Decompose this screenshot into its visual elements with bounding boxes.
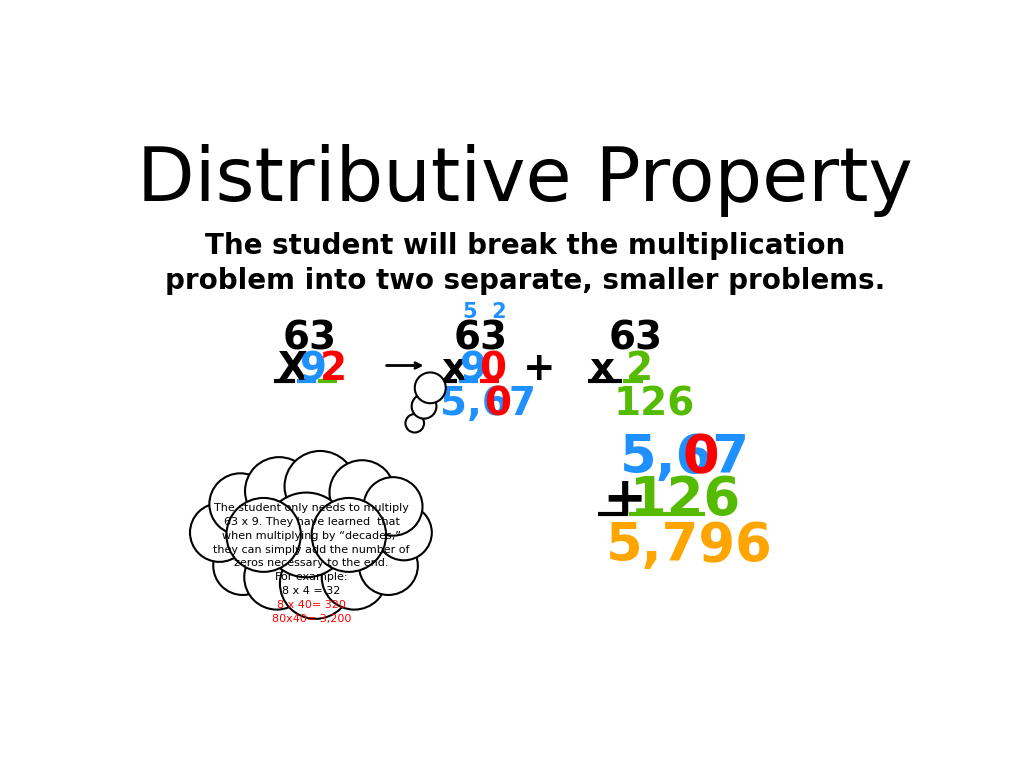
Text: 5,67: 5,67: [440, 385, 537, 423]
Circle shape: [226, 498, 301, 572]
Text: 2: 2: [626, 350, 652, 389]
Text: 126: 126: [614, 385, 695, 423]
Circle shape: [209, 473, 271, 535]
Circle shape: [376, 505, 432, 561]
Text: problem into two separate, smaller problems.: problem into two separate, smaller probl…: [165, 266, 885, 295]
Text: 9: 9: [300, 350, 327, 389]
Text: For example:: For example:: [275, 572, 348, 582]
Text: 0: 0: [479, 350, 506, 389]
Circle shape: [213, 537, 272, 595]
Text: they can simply add the number of: they can simply add the number of: [213, 545, 410, 554]
Text: zeros necessary to the end.: zeros necessary to the end.: [234, 558, 389, 568]
Text: +: +: [602, 475, 646, 526]
Text: 63: 63: [454, 319, 508, 358]
Text: The student only needs to multiply: The student only needs to multiply: [214, 503, 410, 513]
Text: X: X: [276, 350, 307, 389]
Text: 5,796: 5,796: [606, 521, 773, 572]
Text: +: +: [522, 350, 555, 389]
Text: 8 x 40= 320: 8 x 40= 320: [278, 600, 346, 610]
Circle shape: [364, 477, 423, 536]
Text: 63 x 9. They have learned  that: 63 x 9. They have learned that: [223, 517, 399, 527]
Circle shape: [311, 498, 386, 572]
Circle shape: [190, 503, 249, 562]
Text: when multiplying by “decades,”: when multiplying by “decades,”: [222, 531, 401, 541]
Circle shape: [415, 372, 445, 403]
Text: 63: 63: [283, 319, 337, 358]
Text: x: x: [442, 350, 467, 389]
Circle shape: [285, 451, 356, 521]
Text: 0: 0: [484, 385, 512, 423]
Text: 0: 0: [683, 432, 720, 484]
Text: 5  2: 5 2: [463, 302, 506, 322]
Circle shape: [245, 457, 313, 525]
Circle shape: [359, 537, 418, 595]
Text: 8 x 4 = 32: 8 x 4 = 32: [283, 586, 341, 596]
Text: 2: 2: [319, 350, 346, 389]
Text: 9: 9: [460, 350, 486, 389]
Text: 63: 63: [608, 319, 663, 358]
Text: 80x40= 3,200: 80x40= 3,200: [272, 614, 351, 624]
Text: 126: 126: [630, 475, 740, 526]
Text: Distributive Property: Distributive Property: [137, 144, 912, 217]
Circle shape: [245, 545, 309, 610]
Text: x: x: [590, 350, 615, 389]
Circle shape: [322, 545, 387, 610]
Circle shape: [406, 414, 424, 432]
Circle shape: [330, 460, 394, 525]
Circle shape: [263, 492, 349, 578]
Text: The student will break the multiplication: The student will break the multiplicatio…: [205, 232, 845, 260]
Circle shape: [280, 548, 351, 619]
Text: 5,67: 5,67: [621, 432, 751, 484]
Circle shape: [412, 394, 436, 419]
